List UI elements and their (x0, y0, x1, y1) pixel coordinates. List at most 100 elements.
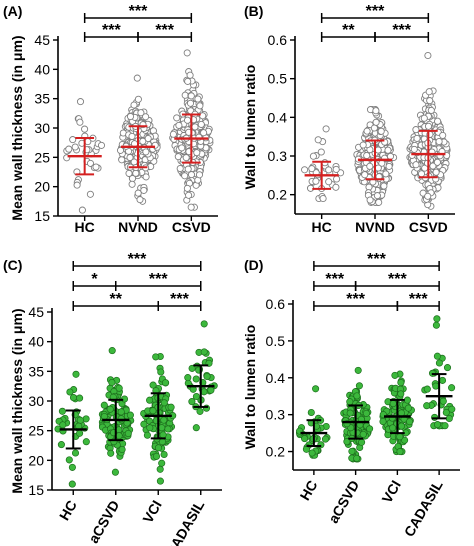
data-point (412, 161, 420, 169)
data-point (86, 190, 94, 198)
y-tick-label: 15 (28, 482, 44, 498)
data-point (124, 429, 132, 438)
x-category-label: CSVD (172, 219, 211, 235)
x-category-label: VCI (139, 498, 165, 526)
y-tick-label: 30 (34, 120, 50, 136)
data-point (134, 95, 142, 103)
data-point (183, 49, 191, 57)
data-point (385, 162, 393, 170)
y-axis-label: Mean wall thickness (in μm) (9, 308, 25, 493)
x-category-label: VCI (378, 478, 404, 506)
data-point (92, 163, 100, 171)
panel-b: (B) 0.2 0.3 0.4 0.5 0.6 Wall to lumen ratio HC N… (242, 3, 455, 235)
data-point (97, 141, 106, 149)
data-point (307, 408, 315, 417)
data-point (184, 77, 192, 85)
data-point (333, 175, 341, 183)
data-point (173, 114, 181, 122)
data-point (442, 408, 450, 417)
data-point (353, 392, 361, 400)
y-tick-label: 45 (34, 32, 50, 48)
data-point (358, 438, 366, 446)
data-point (412, 126, 420, 134)
y-tick-label: 0.3 (266, 407, 286, 423)
data-point (427, 106, 435, 114)
data-point (156, 465, 164, 473)
y-tick-label: 0.6 (266, 296, 286, 312)
panel-d: (D) 0.2 0.3 0.4 0.5 0.6 Wall to lumen ratio HC a… (242, 251, 460, 539)
data-point (164, 425, 172, 433)
panel-letter: (B) (244, 3, 263, 19)
data-point (354, 366, 362, 374)
data-point (425, 88, 433, 96)
data-point (348, 447, 356, 455)
data-point (160, 450, 168, 459)
data-point (200, 320, 208, 328)
data-point (72, 370, 80, 378)
data-point (196, 102, 204, 110)
data-point (346, 398, 354, 406)
data-point (391, 371, 399, 379)
data-point (184, 374, 192, 382)
data-point (438, 376, 447, 384)
x-category-label: aCSVD (85, 498, 122, 546)
data-point (366, 425, 374, 433)
y-tick-label: 0.4 (268, 109, 288, 125)
y-tick-label: 40 (34, 61, 50, 77)
data-point (375, 198, 383, 206)
data-point (159, 431, 167, 439)
data-point (389, 400, 397, 408)
significance-label: *** (128, 251, 147, 268)
data-point (448, 384, 456, 392)
data-point (193, 149, 201, 157)
data-point (207, 386, 215, 394)
data-point (432, 321, 440, 329)
significance-label: *** (367, 251, 386, 268)
data-point (115, 384, 123, 392)
data-point (433, 315, 441, 323)
y-tick-label: 35 (28, 363, 44, 379)
y-tick-label: 20 (34, 179, 50, 195)
data-point (445, 414, 453, 423)
data-point (433, 352, 441, 360)
data-point (448, 405, 456, 413)
significance-label: *** (102, 22, 121, 39)
data-point (142, 148, 150, 156)
x-category-label: aCSVD (325, 478, 362, 526)
data-point (188, 364, 196, 372)
y-tick-label: 0.5 (268, 71, 288, 87)
data-point (192, 392, 200, 401)
data-point (68, 480, 76, 488)
data-point (325, 178, 333, 186)
data-point (139, 137, 147, 145)
panel-letter: (D) (244, 257, 263, 273)
x-category-label: HC (56, 498, 80, 524)
data-point (374, 164, 382, 172)
data-point (156, 477, 164, 485)
data-point (396, 433, 404, 441)
data-point (176, 164, 184, 173)
data-point (140, 186, 148, 194)
data-point (317, 148, 325, 156)
data-point (175, 121, 183, 129)
data-point (372, 118, 380, 126)
data-point (410, 145, 418, 153)
data-point (403, 396, 411, 404)
data-point (197, 120, 205, 128)
data-point (397, 409, 405, 417)
data-point (302, 445, 310, 453)
y-tick-label: 25 (28, 423, 44, 439)
significance-label: *** (149, 271, 168, 288)
data-point (158, 459, 166, 467)
data-point (439, 397, 447, 405)
significance-label: *** (155, 22, 174, 39)
data-point (404, 404, 412, 412)
significance-label: ** (342, 22, 355, 39)
data-point (423, 385, 431, 393)
data-point (433, 421, 442, 429)
data-point (417, 170, 426, 178)
y-tick-label: 0.4 (266, 370, 286, 386)
data-point (69, 136, 77, 144)
data-point (379, 417, 387, 426)
data-point (182, 154, 190, 162)
